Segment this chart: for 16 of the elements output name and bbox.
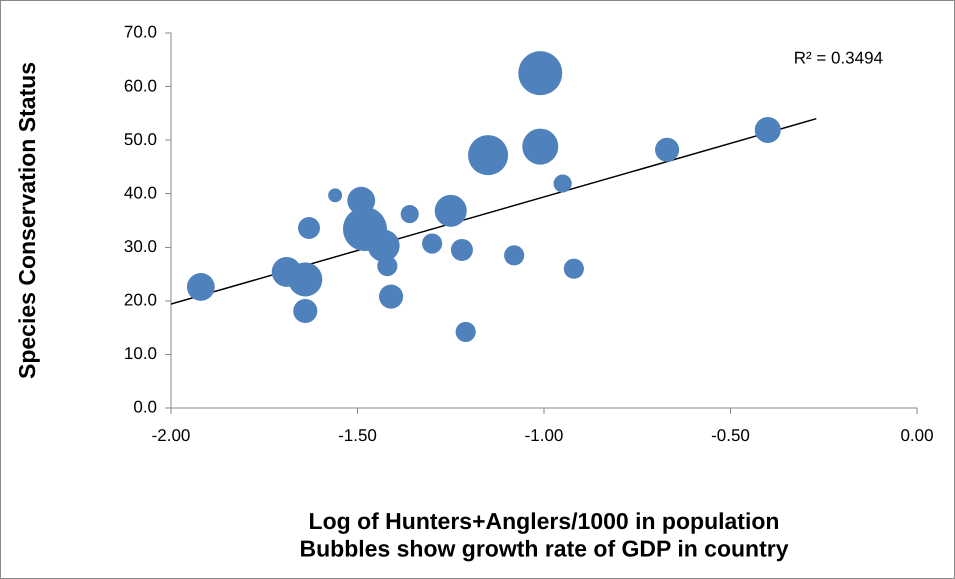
y-tick-label: 30.0 — [124, 236, 157, 256]
y-tick-label: 20.0 — [124, 290, 157, 310]
annotation: R² = 0.3494 — [794, 48, 883, 68]
x-tick-label: -0.50 — [711, 426, 750, 445]
y-tick-label: 40.0 — [124, 183, 157, 202]
y-tick-label: 70.0 — [124, 22, 157, 42]
y-tick-label: 60.0 — [124, 76, 157, 96]
y-tick-label: 0.0 — [133, 398, 157, 417]
y-axis-title: Species Conservation Status — [14, 62, 40, 379]
x-tick-label: -1.50 — [338, 426, 377, 445]
x-tick-label: -2.00 — [152, 426, 190, 445]
x-axis-title: Log of Hunters+Anglers/1000 in population Bubbles show growth rate of GDP in country — [300, 508, 789, 562]
y-tick-label: 50.0 — [124, 130, 157, 149]
y-tick-label: 10.0 — [124, 344, 157, 364]
x-tick-label: 0.00 — [900, 426, 934, 445]
x-tick-label: -1.00 — [524, 426, 564, 445]
